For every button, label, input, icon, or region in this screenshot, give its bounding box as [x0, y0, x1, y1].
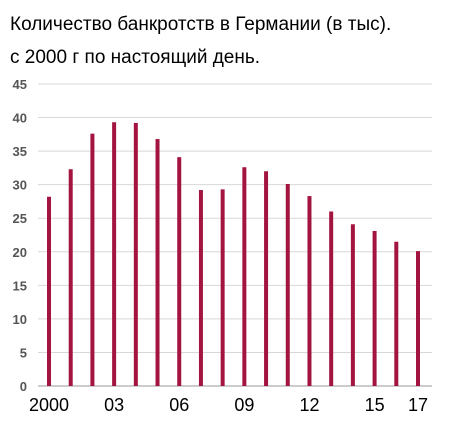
y-tick-label-20: 20 [13, 245, 27, 260]
x-tick-label-09: 09 [234, 395, 254, 415]
x-tick-label-2000: 2000 [29, 395, 69, 415]
bar-2014 [350, 224, 355, 386]
bar-2011 [285, 183, 290, 386]
x-tick-label-17: 17 [408, 395, 428, 415]
bars [47, 122, 420, 387]
x-tick-label-06: 06 [169, 395, 189, 415]
bar-2007 [198, 190, 203, 386]
bar-2002 [90, 133, 95, 386]
y-tick-label-15: 15 [13, 278, 27, 293]
bar-2008 [220, 189, 225, 386]
x-tick-label-15: 15 [365, 395, 385, 415]
bar-2004 [133, 122, 138, 387]
chart-subtitle: с 2000 г по настоящий день. [10, 47, 261, 68]
y-tick-label-25: 25 [13, 211, 27, 226]
bar-2005 [155, 139, 160, 386]
bar-2003 [112, 122, 117, 387]
y-tick-label-0: 0 [20, 379, 27, 394]
y-tick-label-30: 30 [13, 178, 27, 193]
y-axis: 0 5 10 15 20 25 30 35 40 45 [13, 77, 27, 394]
bar-2013 [329, 211, 334, 386]
bar-2000 [47, 196, 51, 386]
x-tick-label-12: 12 [299, 395, 319, 415]
chart-title: Количество банкротств в Германии (в тыс)… [10, 14, 392, 35]
bar-2016 [394, 241, 399, 386]
bar-2010 [264, 171, 269, 386]
bar-2009 [242, 167, 247, 386]
bar-2012 [307, 196, 312, 386]
bar-2015 [372, 230, 377, 386]
x-axis: 2000 03 06 09 12 15 17 [29, 395, 428, 415]
gridlines [38, 83, 432, 387]
x-tick-label-03: 03 [104, 395, 124, 415]
bar-2001 [68, 169, 73, 386]
y-tick-label-40: 40 [13, 111, 27, 126]
bar-2006 [177, 157, 182, 386]
y-tick-label-45: 45 [13, 77, 27, 92]
y-tick-label-35: 35 [13, 144, 27, 159]
y-tick-label-10: 10 [13, 312, 27, 327]
bar-2017 [416, 251, 420, 386]
y-tick-label-5: 5 [20, 345, 27, 360]
